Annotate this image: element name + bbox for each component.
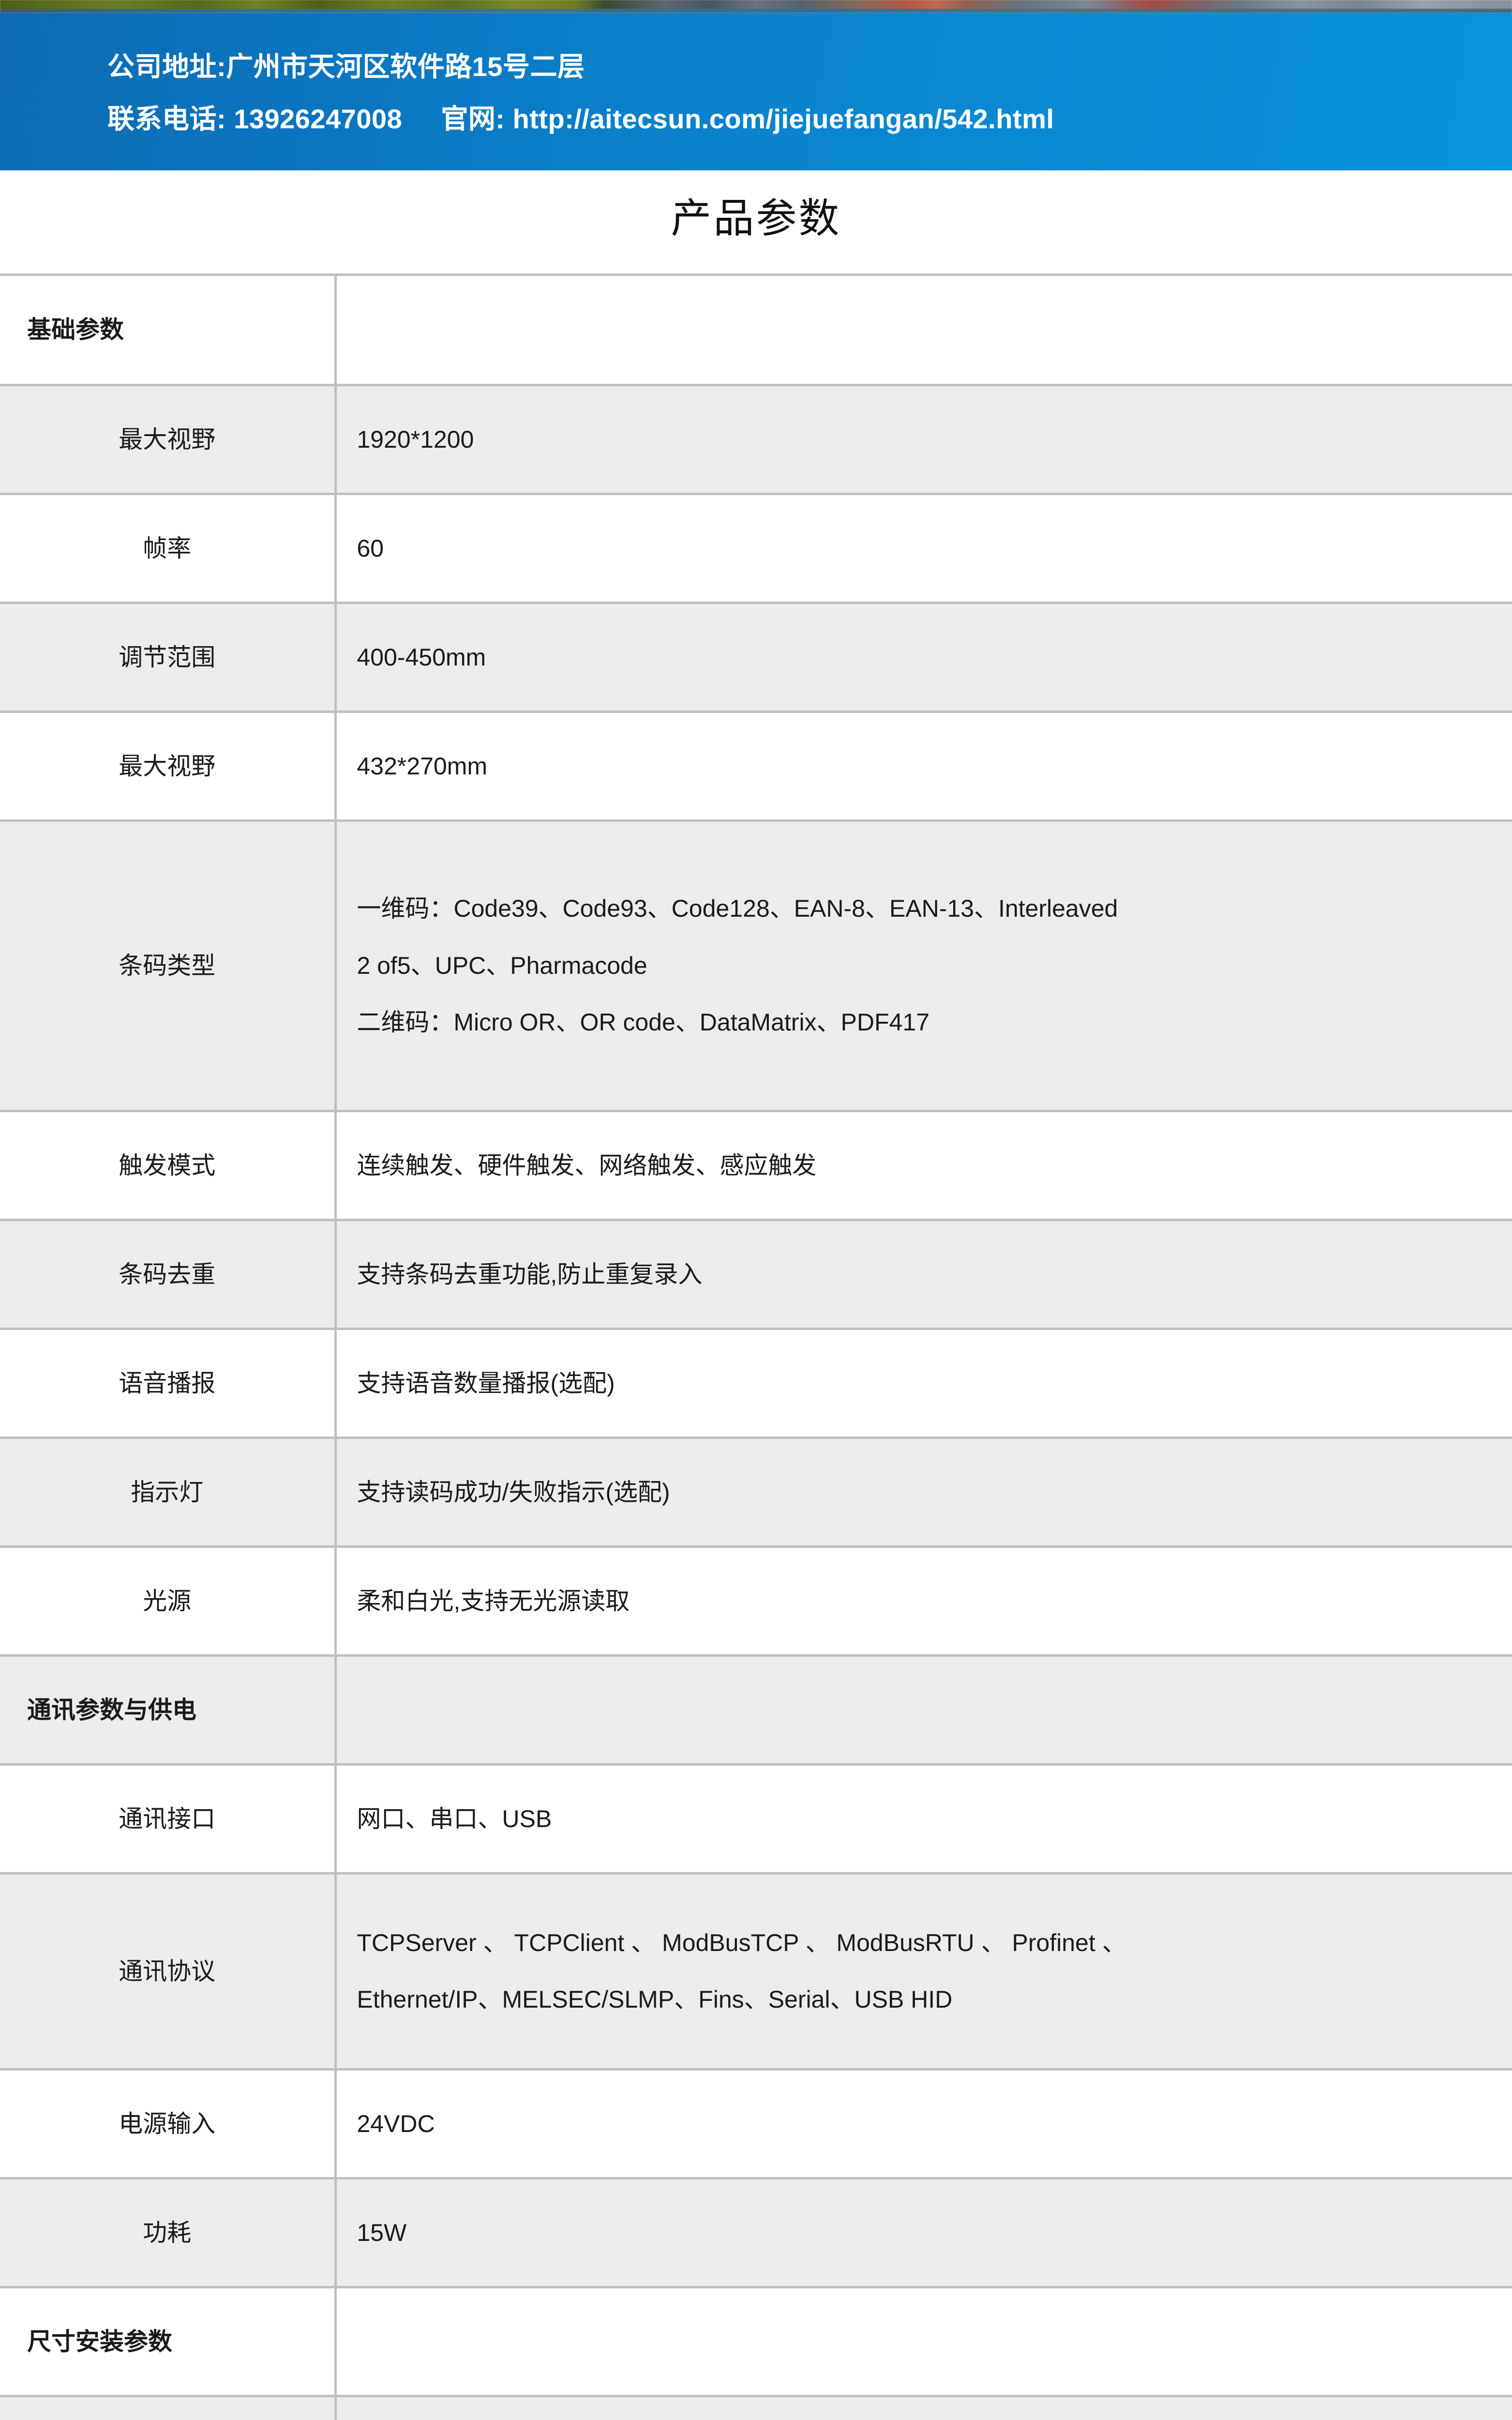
table-row: 通讯接口 网口、串口、USB — [0, 1763, 1512, 1875]
spec-label: 光源 — [0, 1545, 337, 1657]
table-row: 触发模式 连续触发、硬件触发、网络触发、感应触发 — [0, 1110, 1512, 1221]
spec-label: 条码类型 — [0, 819, 337, 1112]
spec-label: 通讯协议 — [0, 1872, 337, 2071]
spec-value — [335, 1654, 1512, 1766]
spec-value: 支持语音数量播报(选配) — [335, 1328, 1512, 1439]
spec-label: 最大视野 — [0, 711, 337, 822]
company-address-line: 公司地址:广州市天河区软件路15号二层 — [107, 51, 585, 82]
spec-value — [335, 273, 1512, 386]
table-row: 最大视野 1920*1200 — [0, 384, 1512, 495]
table-row: 尺寸安装参数 — [0, 2286, 1512, 2397]
spec-value — [335, 2286, 1512, 2397]
spec-value-line: Ethernet/IP、MELSEC/SLMP、Fins、Serial、USB … — [357, 1986, 953, 2013]
spec-value-line: 一维码：Code39、Code93、Code128、EAN-8、EAN-13、I… — [357, 895, 1118, 923]
spec-value-line: 2 of5、UPC、Pharmacode — [357, 952, 647, 979]
table-row: 通讯参数与供电 — [0, 1654, 1512, 1766]
product-spec-table-container: 基础参数 最大视野 1920*1200 帧率 60 调节范围 400-450mm… — [0, 273, 1512, 2420]
spec-value: 432*270mm — [335, 711, 1512, 822]
table-row: 帧率 60 — [0, 493, 1512, 604]
product-spec-table-body: 基础参数 最大视野 1920*1200 帧率 60 调节范围 400-450mm… — [0, 273, 1512, 2420]
table-row: 调节范围 400-450mm — [0, 602, 1512, 713]
contact-line: 联系电话: 13926247008 官网: http://aitecsun.co… — [107, 95, 1054, 143]
table-row: 光源 柔和白光,支持无光源读取 — [0, 1545, 1512, 1657]
spec-label: 整机尺寸(MAX) — [0, 2395, 337, 2420]
spec-label: 条码去重 — [0, 1219, 337, 1330]
table-row: 最大视野 432*270mm — [0, 711, 1512, 822]
spec-value: 1920*1200 — [335, 384, 1512, 495]
header-contact-block: 公司地址:广州市天河区软件路15号二层 联系电话: 13926247008 官网… — [107, 43, 1054, 143]
spec-label: 功耗 — [0, 2177, 337, 2288]
table-row: 条码去重 支持条码去重功能,防止重复录入 — [0, 1219, 1512, 1330]
spec-value: 支持条码去重功能,防止重复录入 — [335, 1219, 1512, 1330]
table-row: 指示灯 支持读码成功/失败指示(选配) — [0, 1437, 1512, 1548]
spec-value: 24VDC — [335, 2068, 1512, 2179]
spec-value: 400-450mm — [335, 602, 1512, 713]
header-blue-background — [0, 13, 1512, 170]
table-row: 电源输入 24VDC — [0, 2068, 1512, 2179]
spec-label: 通讯接口 — [0, 1763, 337, 1875]
table-row: 整机尺寸(MAX) 400mm(L) ×360mm(W)×450mm(H) — [0, 2395, 1512, 2420]
spec-label: 指示灯 — [0, 1437, 337, 1548]
spec-value-line: TCPServer 、 TCPClient 、 ModBusTCP 、 ModB… — [357, 1929, 1126, 1956]
page-title: 产品参数 — [671, 196, 841, 241]
spec-label: 通讯参数与供电 — [0, 1654, 337, 1766]
spec-value: TCPServer 、 TCPClient 、 ModBusTCP 、 ModB… — [335, 1872, 1512, 2071]
spec-label: 触发模式 — [0, 1110, 337, 1221]
spec-label: 基础参数 — [0, 273, 337, 386]
spec-label: 尺寸安装参数 — [0, 2286, 337, 2397]
spec-value: 15W — [335, 2177, 1512, 2288]
spec-label: 帧率 — [0, 493, 337, 604]
spec-value: 一维码：Code39、Code93、Code128、EAN-8、EAN-13、I… — [335, 819, 1512, 1112]
table-row: 基础参数 — [0, 273, 1512, 386]
spec-label: 最大视野 — [0, 384, 337, 495]
spec-value-dimensions: 400mm(L) ×360mm(W)×450mm(H) — [335, 2395, 1512, 2420]
table-row: 条码类型 一维码：Code39、Code93、Code128、EAN-8、EAN… — [0, 819, 1512, 1112]
table-row: 通讯协议 TCPServer 、 TCPClient 、 ModBusTCP 、… — [0, 1872, 1512, 2071]
product-spec-table: 基础参数 最大视野 1920*1200 帧率 60 调节范围 400-450mm… — [0, 273, 1512, 2420]
header-photo-strip — [0, 0, 1512, 13]
spec-value-line: 二维码：Micro OR、OR code、DataMatrix、PDF417 — [357, 1009, 930, 1036]
company-phone: 联系电话: 13926247008 — [107, 104, 403, 134]
page-header-banner: 公司地址:广州市天河区软件路15号二层 联系电话: 13926247008 官网… — [0, 0, 1512, 170]
spec-value: 支持读码成功/失败指示(选配) — [335, 1437, 1512, 1548]
table-row: 语音播报 支持语音数量播报(选配) — [0, 1328, 1512, 1439]
spec-value: 60 — [335, 493, 1512, 604]
spec-value: 柔和白光,支持无光源读取 — [335, 1545, 1512, 1657]
company-website[interactable]: 官网: http://aitecsun.com/jiejuefangan/542… — [441, 104, 1054, 134]
spec-label: 调节范围 — [0, 602, 337, 713]
spec-label: 语音播报 — [0, 1328, 337, 1439]
spec-label: 电源输入 — [0, 2068, 337, 2179]
table-row: 功耗 15W — [0, 2177, 1512, 2288]
spec-value: 连续触发、硬件触发、网络触发、感应触发 — [335, 1110, 1512, 1221]
spec-value: 网口、串口、USB — [335, 1763, 1512, 1875]
